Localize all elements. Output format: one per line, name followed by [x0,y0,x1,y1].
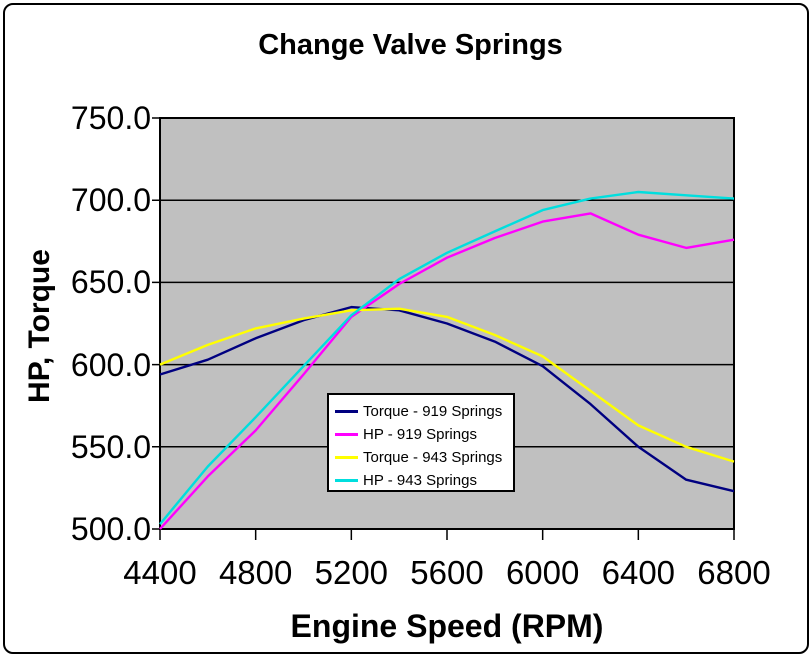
legend-label: HP - 943 Springs [363,472,477,489]
chart-title: Change Valve Springs [258,29,563,61]
x-tick-label-2: 5200 [314,554,389,591]
x-tick-label-3: 5600 [410,554,484,591]
y-tick-label-5: 750.0 [70,100,151,136]
legend-line-sample-icon [335,433,358,436]
y-axis-title: HP, Torque [23,249,56,403]
series-line-2 [159,307,735,463]
y-tick-label-0: 500.0 [70,511,151,547]
legend-item-1: HP - 919 Springs [335,423,513,446]
y-tick-label-2: 600.0 [70,346,151,383]
legend-item-0: Torque - 919 Springs [335,400,513,423]
x-tick-label-1: 4800 [218,554,293,591]
legend-item-2: Torque - 943 Springs [335,446,513,469]
chart-legend: Torque - 919 Springs HP - 919 Springs Torq… [327,393,515,492]
legend-item-3: HP - 943 Springs [335,469,513,492]
legend-line-sample-icon [335,456,358,459]
legend-line-sample-icon [335,479,358,482]
series-line-1 [159,212,735,530]
y-tick-label-4: 700.0 [70,182,151,219]
chart-window: Change Valve Springs HP, Torque 500.0 550… [3,3,809,654]
legend-label: HP - 919 Springs [363,426,477,443]
series-line-0 [159,305,735,493]
plot-border [159,117,735,530]
series-line-3 [159,190,735,525]
x-axis-title: Engine Speed (RPM) [290,608,604,644]
y-tick-label-1: 550.0 [70,428,151,465]
legend-line-sample-icon [335,410,358,413]
y-tick-label-3: 650.0 [70,264,151,301]
x-tick-label-4: 6000 [505,554,580,591]
x-tick-label-6: 6800 [697,554,771,591]
x-tick-label-5: 6400 [601,554,676,591]
legend-label: Torque - 919 Springs [363,403,503,420]
x-tick-label-0: 4400 [123,554,197,591]
legend-label: Torque - 943 Springs [363,449,503,466]
